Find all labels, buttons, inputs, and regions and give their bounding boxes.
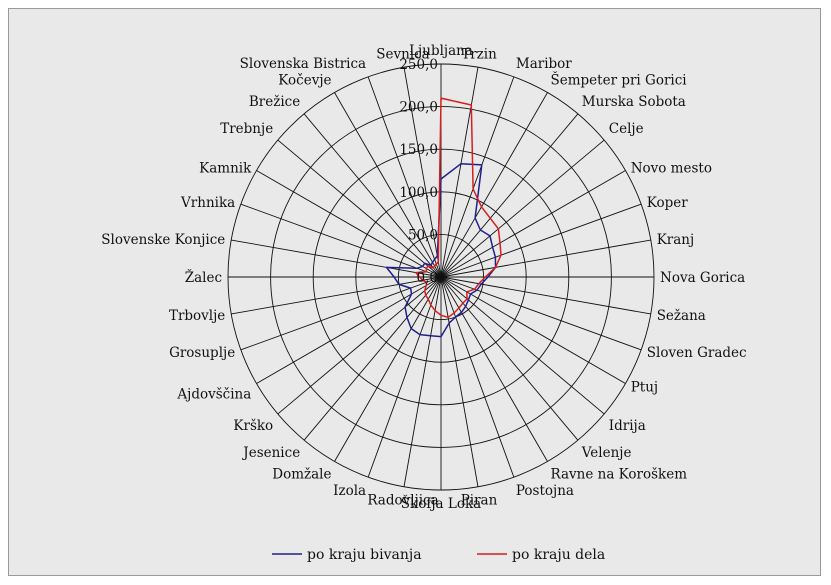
category-label-13: Idrija — [609, 418, 646, 434]
grid-spoke-34 — [367, 76, 442, 278]
category-label-14: Velenje — [581, 445, 632, 461]
grid-spoke-29 — [240, 203, 442, 278]
category-label-3: Šempeter pri Gorici — [551, 71, 688, 88]
category-label-5: Celje — [609, 121, 644, 137]
category-label-21: Domžale — [272, 467, 331, 483]
category-label-12: Ptuj — [631, 380, 658, 396]
series-line-1 — [415, 97, 502, 319]
legend-label-bivanja: po kraju bivanja — [307, 547, 422, 563]
category-label-1: Trzin — [461, 46, 497, 62]
category-label-25: Grosuplje — [169, 345, 235, 361]
grid-spoke-25 — [240, 276, 442, 351]
grid-spoke-35 — [403, 67, 442, 278]
legend-item-dela: po kraju dela — [477, 547, 605, 563]
category-label-4: Murska Sobota — [582, 94, 686, 110]
category-label-17: Piran — [461, 493, 498, 509]
category-label-29: Vrhnika — [180, 195, 235, 211]
radar-grid — [227, 63, 655, 491]
category-label-32: Brežice — [249, 94, 300, 110]
grid-spoke-19 — [403, 276, 442, 487]
category-label-11: Sloven Gradec — [647, 345, 747, 361]
tick-label-1: 50,0 — [408, 227, 438, 243]
grid-spoke-32 — [303, 113, 442, 278]
category-label-15: Ravne na Koroškem — [551, 467, 688, 483]
grid-spoke-28 — [231, 239, 442, 278]
legend: po kraju bivanja po kraju dela — [272, 547, 605, 563]
grid-spoke-3 — [440, 92, 548, 278]
category-label-0: Ljubljana — [409, 43, 473, 59]
grid-spoke-17 — [440, 276, 479, 487]
tick-labels: 0,0 50,0 100,0 150,0 200,0 250,0 — [399, 57, 438, 286]
tick-label-2: 100,0 — [399, 185, 438, 201]
grid-spoke-14 — [440, 276, 579, 441]
chart-frame: Ljubljana Trzin Maribor Šempeter pri Gorici… — [8, 8, 821, 576]
category-label-6: Novo mesto — [631, 161, 712, 177]
category-label-2: Maribor — [516, 56, 572, 72]
grid-spoke-31 — [277, 139, 442, 278]
grid-spoke-4 — [440, 113, 579, 278]
legend-item-bivanja: po kraju bivanja — [272, 547, 422, 563]
category-label-35: Sevnica — [376, 46, 430, 62]
category-label-18: Škofja Loka — [401, 495, 481, 512]
category-label-33: Kočevje — [278, 72, 331, 88]
grid-spoke-7 — [440, 203, 642, 278]
grid-spoke-2 — [440, 76, 515, 278]
grid-spoke-21 — [334, 276, 442, 462]
tick-label-3: 150,0 — [399, 142, 438, 158]
grid-spoke-5 — [440, 139, 605, 278]
category-label-31: Trebnje — [220, 121, 273, 137]
grid-spoke-10 — [440, 276, 651, 315]
category-label-24: Ajdovščina — [176, 387, 251, 403]
category-label-16: Postojna — [516, 483, 574, 499]
grid-spoke-33 — [334, 92, 442, 278]
category-label-19: Radovljica — [367, 493, 438, 509]
legend-label-dela: po kraju dela — [512, 547, 605, 563]
grid-spoke-8 — [440, 239, 651, 278]
category-label-8: Kranj — [657, 232, 694, 248]
category-label-22: Jesenice — [241, 445, 300, 461]
category-label-23: Krško — [233, 418, 273, 434]
radar-series — [385, 97, 502, 338]
category-label-28: Slovenske Konjice — [101, 232, 225, 248]
category-label-26: Trbovlje — [169, 308, 225, 324]
category-label-10: Sežana — [657, 308, 706, 324]
tick-label-0: 0,0 — [417, 270, 438, 286]
tick-label-4: 200,0 — [399, 100, 438, 116]
category-label-20: Izola — [333, 483, 366, 499]
category-label-7: Koper — [647, 195, 688, 211]
category-label-34: Slovenska Bistrica — [240, 56, 366, 72]
grid-spoke-30 — [256, 170, 442, 278]
grid-spoke-23 — [277, 276, 442, 415]
grid-spoke-6 — [440, 170, 626, 278]
grid-spoke-20 — [367, 276, 442, 478]
category-label-27: Žalec — [185, 270, 222, 286]
category-label-30: Kamnik — [199, 161, 252, 177]
grid-spoke-1 — [440, 67, 479, 278]
grid-spoke-26 — [231, 276, 442, 315]
grid-spoke-12 — [440, 276, 626, 384]
grid-spoke-16 — [440, 276, 515, 478]
grid-spoke-22 — [303, 276, 442, 441]
tick-label-5: 250,0 — [399, 57, 438, 73]
category-label-9: Nova Gorica — [660, 270, 745, 286]
series-line-0 — [385, 162, 497, 338]
grid-spoke-24 — [256, 276, 442, 384]
